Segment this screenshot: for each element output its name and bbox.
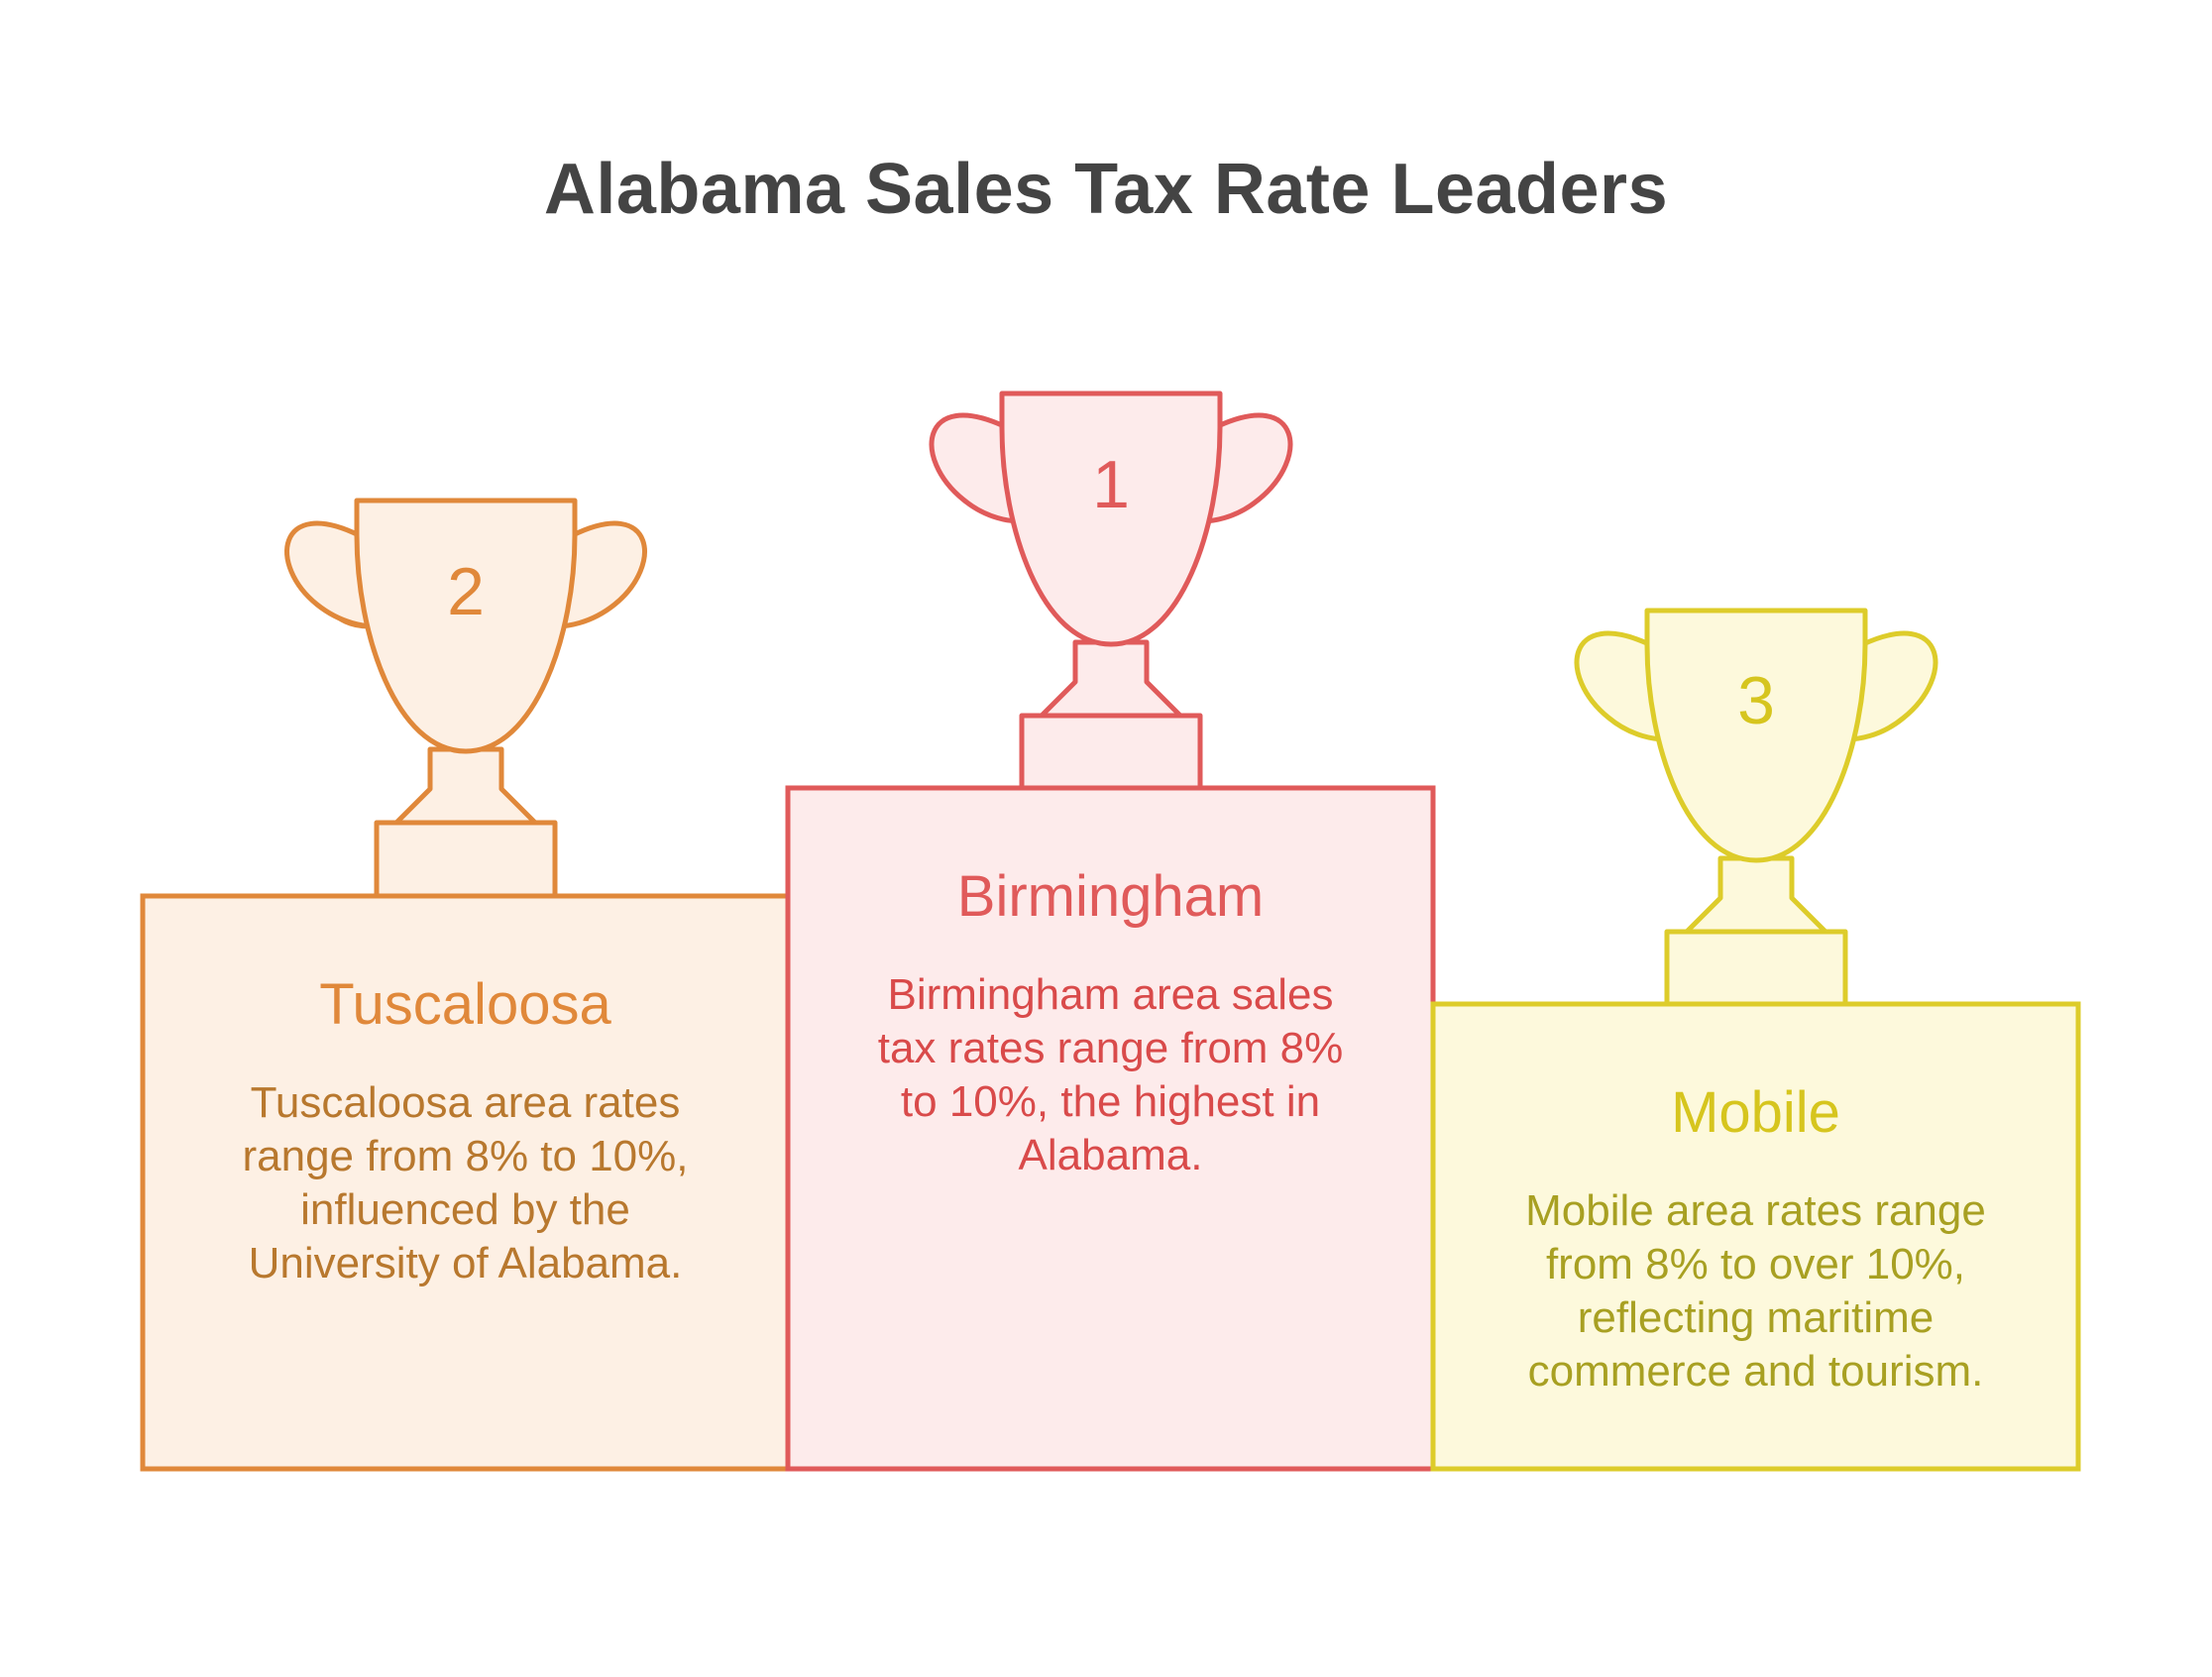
page-title: Alabama Sales Tax Rate Leaders (543, 150, 1669, 229)
rank-number-birmingham: 1 (1092, 447, 1130, 522)
podium-block-birmingham (785, 785, 1436, 1472)
podium-text-mobile: Mobile Mobile area rates range from 8% t… (1433, 1004, 2078, 1469)
podium-mobile (1430, 608, 2081, 1472)
description-line: commerce and tourism. (1527, 1347, 1984, 1396)
city-name-mobile: Mobile (1671, 1080, 1840, 1145)
description-line: Tuscaloosa area rates (250, 1078, 681, 1127)
podium-text-tuscaloosa: Tuscaloosa Tuscaloosa area rates range f… (143, 896, 788, 1469)
podium-tuscaloosa (140, 498, 791, 1472)
trophy-icon-mobile (1574, 608, 1938, 1007)
description-line: to 10%, the highest in (900, 1077, 1321, 1126)
podium-block-mobile (1430, 1001, 2081, 1472)
description-line: reflecting maritime (1577, 1293, 1935, 1342)
description-line: range from 8% to 10%, (242, 1132, 689, 1180)
city-description-mobile: Mobile area rates range from 8% to over … (1433, 1184, 2078, 1398)
description-line: influenced by the (300, 1185, 630, 1234)
rank-number-mobile: 3 (1737, 663, 1775, 738)
city-description-birmingham: Birmingham area sales tax rates range fr… (788, 968, 1433, 1182)
podium-block-tuscaloosa (140, 893, 791, 1472)
description-line: tax rates range from 8% (877, 1024, 1344, 1072)
trophy-icon-tuscaloosa (284, 498, 647, 899)
podium-birmingham (785, 391, 1436, 1472)
city-name-birmingham: Birmingham (956, 864, 1265, 929)
city-description-tuscaloosa: Tuscaloosa area rates range from 8% to 1… (143, 1076, 788, 1290)
description-line: Alabama. (1018, 1131, 1203, 1179)
description-line: Birmingham area sales (887, 970, 1334, 1019)
trophy-icon-birmingham (929, 391, 1293, 791)
description-line: Mobile area rates range (1525, 1186, 1986, 1235)
podium-text-birmingham: Birmingham Birmingham area sales tax rat… (788, 788, 1433, 1469)
description-line: from 8% to over 10%, (1545, 1240, 1966, 1288)
city-name-tuscaloosa: Tuscaloosa (319, 972, 611, 1037)
description-line: University of Alabama. (248, 1239, 683, 1287)
rank-number-tuscaloosa: 2 (447, 554, 485, 629)
